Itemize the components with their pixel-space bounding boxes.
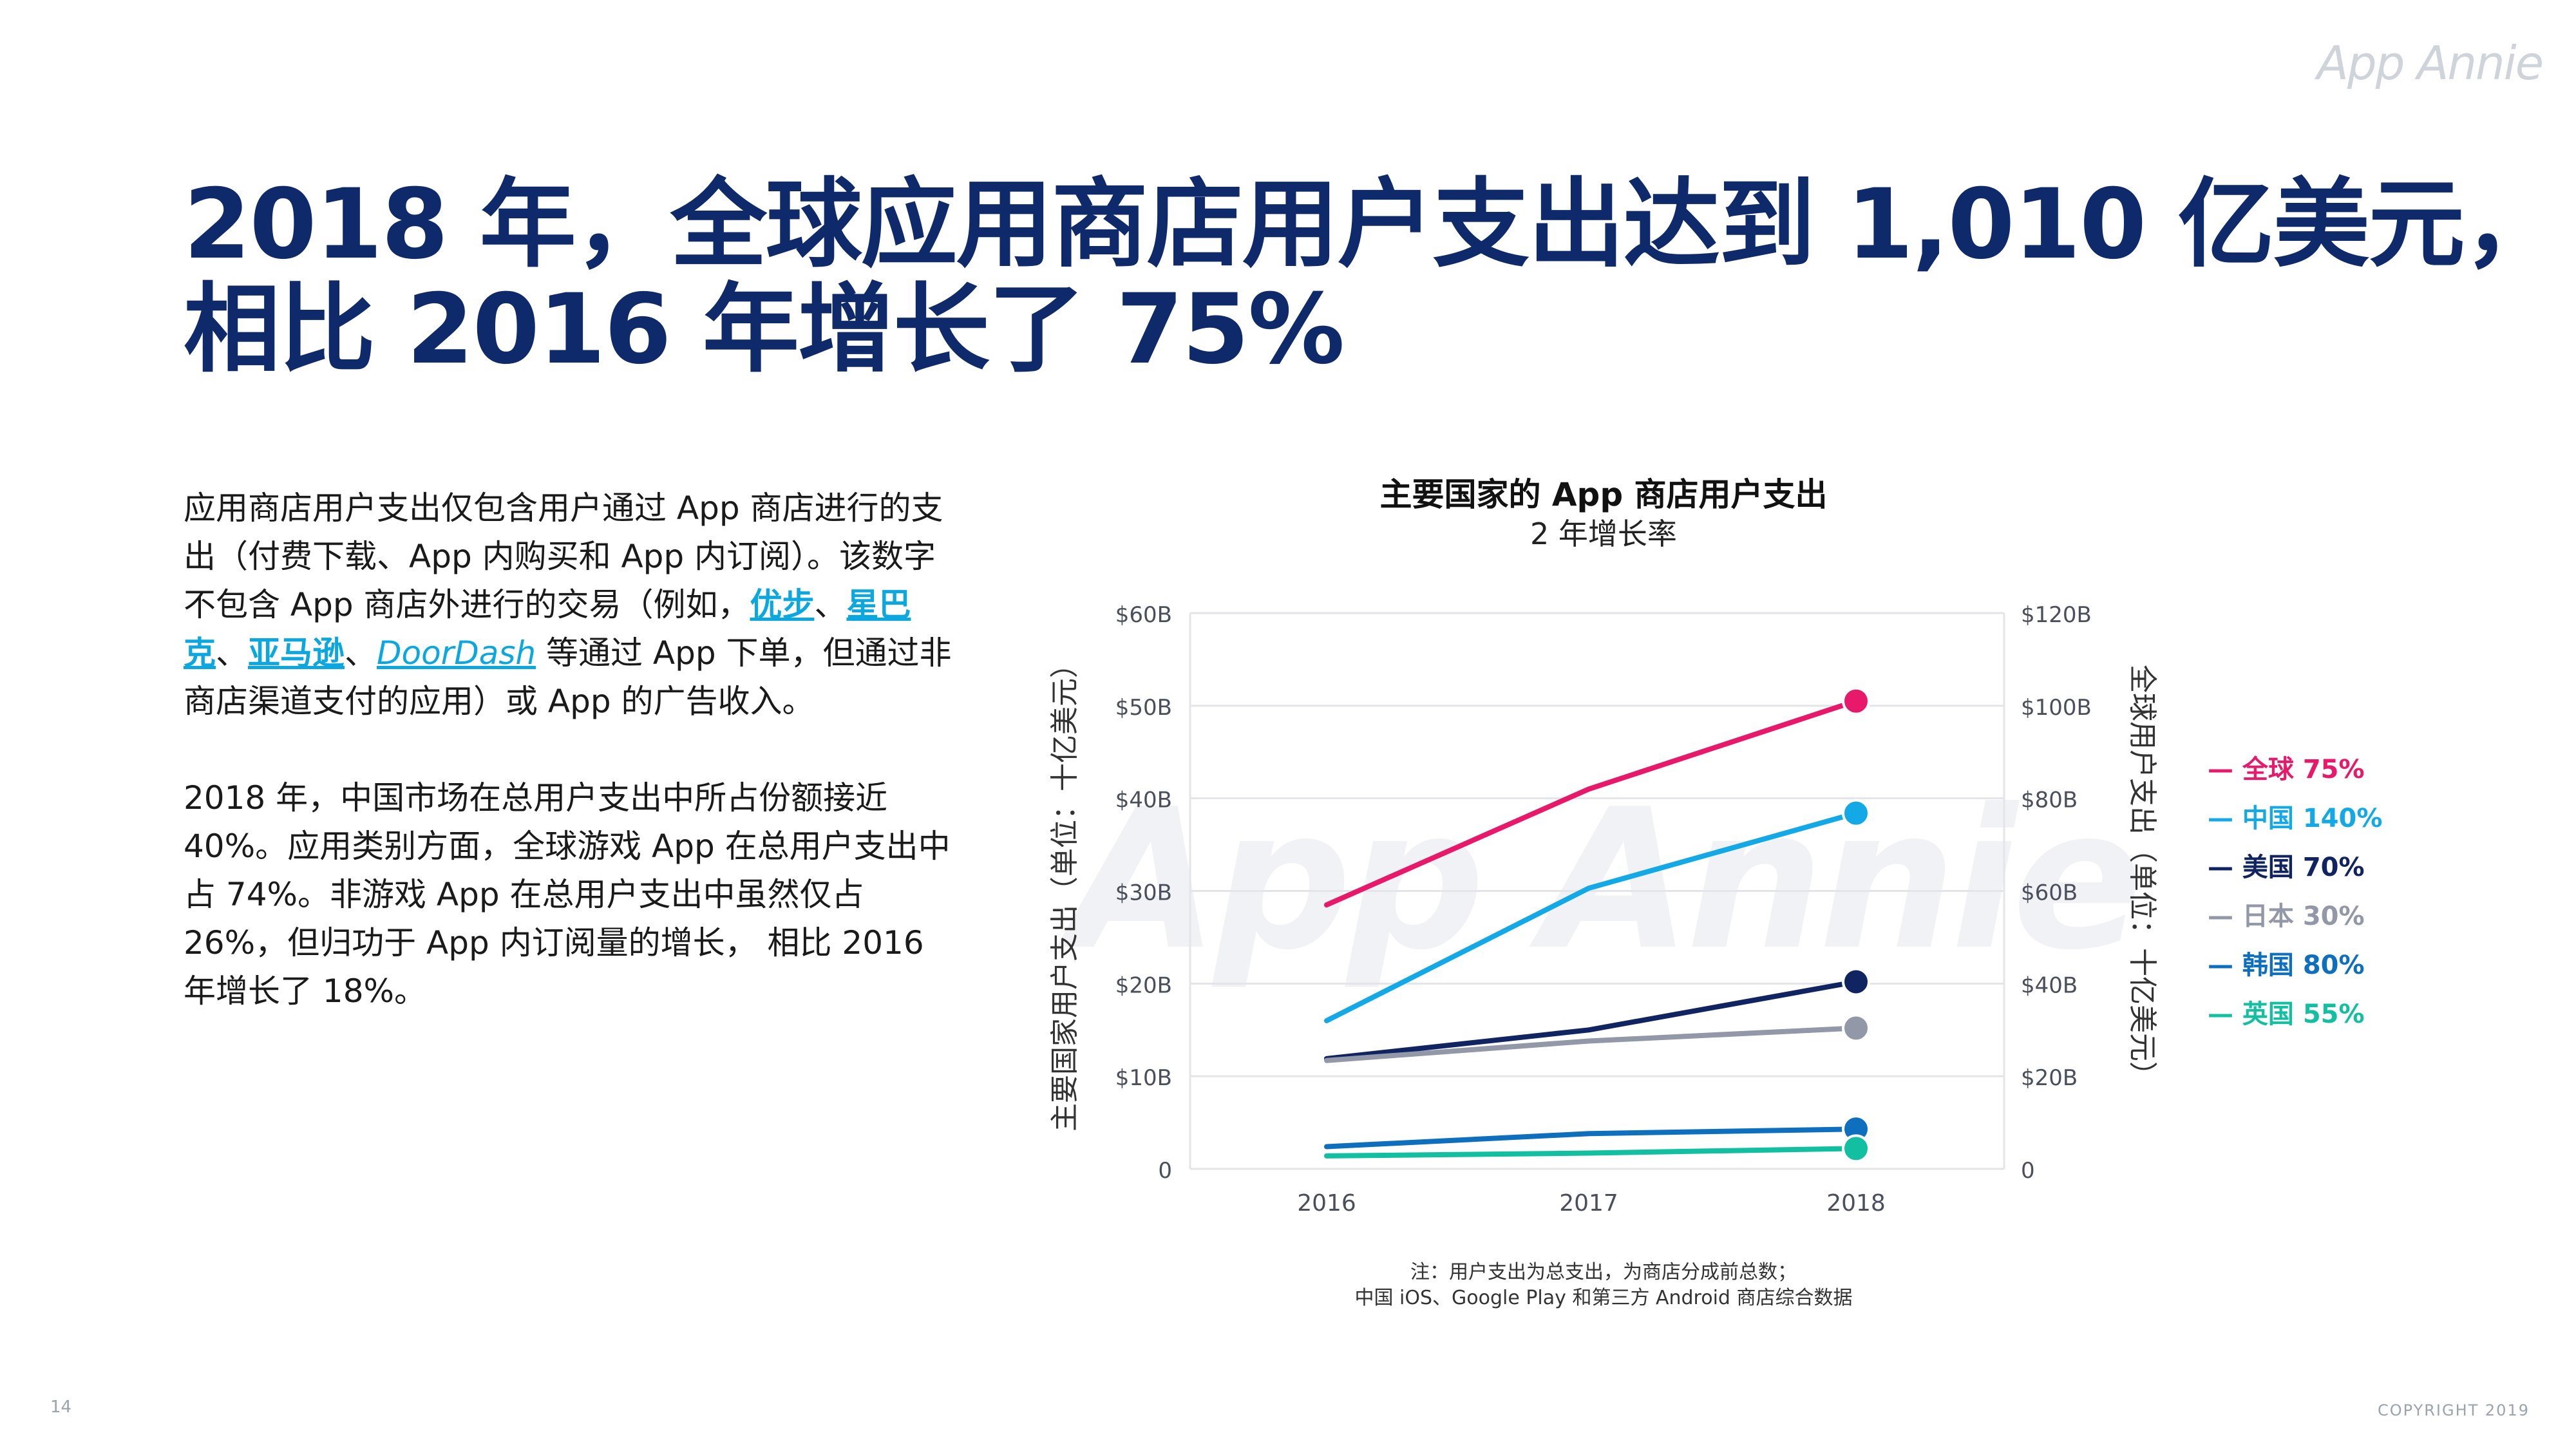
series-line-中国 [1324, 810, 1859, 1023]
right-tick-label: $40B [2021, 972, 2078, 998]
left-tick-label: $30B [1115, 880, 1172, 906]
separator: 、 [345, 634, 377, 672]
series-line-日本 [1324, 1025, 1859, 1063]
separator: 、 [216, 634, 248, 672]
legend-item: — 韩国 80% [2208, 951, 2365, 980]
link-doordash[interactable]: DoorDash [377, 634, 536, 672]
page-number: 14 [50, 1397, 72, 1417]
left-tick-label: $60B [1115, 602, 1172, 628]
paragraph-1-text-a: 应用商店用户支出仅包含用户通过 App 商店进行的支出（付费下载、App 内购买… [184, 489, 943, 623]
right-tick-label: 0 [2021, 1158, 2035, 1184]
right-tick-label: $20B [2021, 1065, 2078, 1091]
legend-item: — 全球 75% [2208, 755, 2365, 784]
link-uber[interactable]: 优步 [750, 586, 815, 623]
right-tick-label: $120B [2021, 602, 2092, 628]
series-end-point [1842, 1014, 1870, 1043]
x-tick-label: 2018 [1826, 1190, 1886, 1217]
series-line-英国 [1324, 1146, 1859, 1159]
chart-title: 主要国家的 App 商店用户支出 [1379, 476, 1827, 513]
series-end-point [1842, 1134, 1870, 1163]
legend-item: — 日本 30% [2208, 902, 2365, 931]
page-title: 2018 年，全球应用商店用户支出达到 1,010 亿美元， 相比 2016 年… [184, 169, 2561, 386]
series-line-韩国 [1324, 1126, 1859, 1150]
right-tick-label: $80B [2021, 788, 2078, 813]
link-starbucks[interactable]: 星巴克 [184, 586, 911, 672]
link-amazon[interactable]: 亚马逊 [248, 634, 345, 672]
app-annie-logo: App Annie [2316, 36, 2544, 90]
paragraph-1: 应用商店用户支出仅包含用户通过 App 商店进行的支出（付费下载、App 内购买… [184, 484, 956, 726]
series-end-point [1842, 799, 1870, 828]
left-tick-label: $40B [1115, 788, 1172, 813]
left-tick-label: 0 [1158, 1158, 1172, 1184]
paragraph-2: 2018 年，中国市场在总用户支出中所占份额接近 40%。应用类别方面，全球游戏… [184, 779, 951, 1010]
left-tick-label: $10B [1115, 1065, 1172, 1091]
left-tick-label: $20B [1115, 972, 1172, 998]
legend-item: — 英国 55% [2208, 999, 2365, 1029]
right-tick-label: $60B [2021, 880, 2078, 906]
right-tick-label: $100B [2021, 695, 2092, 721]
title-line-2: 相比 2016 年增长了 75% [184, 274, 1345, 386]
x-tick-label: 2017 [1559, 1190, 1618, 1217]
series-end-point [1842, 967, 1870, 996]
title-line-1: 2018 年，全球应用商店用户支出达到 1,010 亿美元， [184, 169, 2561, 281]
chart-note-line-1: 注：用户支出为总支出，为商店分成前总数； [1410, 1261, 1797, 1283]
watermark: App Annie [1054, 768, 2138, 992]
series-line-全球 [1324, 698, 1859, 908]
legend-item: — 美国 70% [2208, 853, 2365, 882]
separator: 、 [814, 586, 847, 623]
chart-subtitle: 2 年增长率 [1530, 516, 1677, 551]
body-text: 应用商店用户支出仅包含用户通过 App 商店进行的支出（付费下载、App 内购买… [184, 484, 956, 1016]
chart-note-line-2: 中国 iOS、Google Play 和第三方 Android 商店综合数据 [1354, 1287, 1852, 1309]
y-axis-right-label: 全球用户支出（单位：十亿美元） [2126, 665, 2159, 1090]
x-tick-label: 2016 [1297, 1190, 1356, 1217]
copyright: COPYRIGHT 2019 [2377, 1401, 2530, 1419]
series-line-美国 [1324, 979, 1859, 1061]
left-tick-label: $50B [1115, 695, 1172, 721]
y-axis-left-label: 主要国家用户支出（单位：十亿美元） [1048, 650, 1081, 1132]
series-end-point [1842, 687, 1870, 715]
paragraph-1-text-b: 等通过 App 下单，但通过非商店渠道支付的应用）或 App 的广告收入。 [184, 634, 952, 720]
legend-item: — 中国 140% [2208, 804, 2382, 833]
